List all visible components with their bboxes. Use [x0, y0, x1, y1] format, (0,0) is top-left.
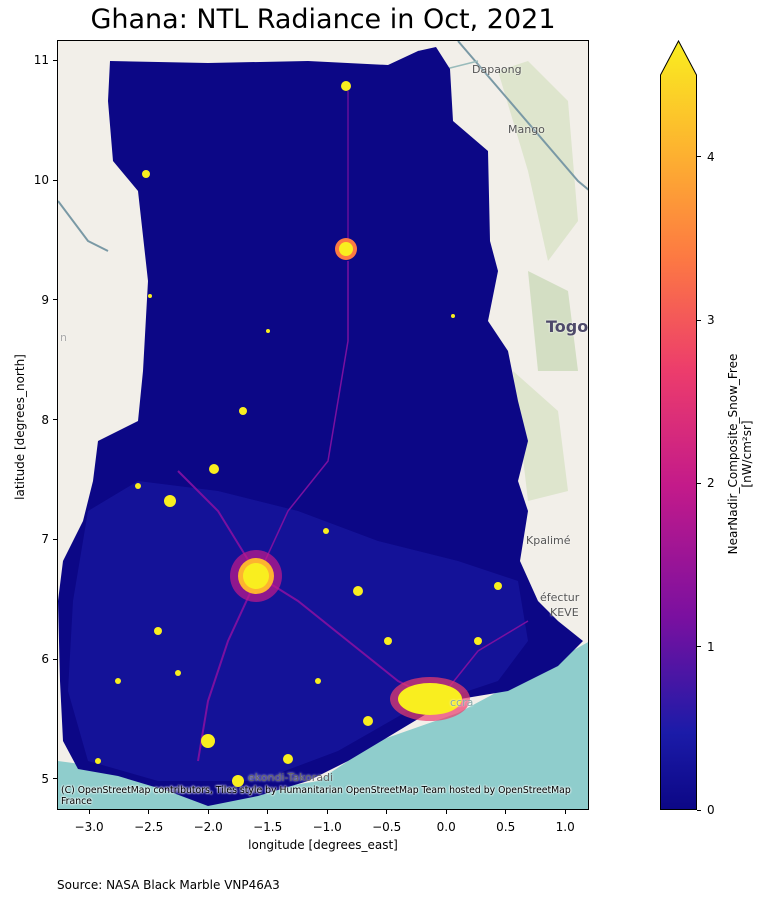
border-line [58, 200, 109, 252]
x-tick-label: −1.0 [312, 820, 342, 834]
town-light [353, 586, 363, 596]
town-light [148, 294, 152, 298]
town-light [95, 758, 101, 764]
place-label-mango: Mango [508, 123, 545, 136]
town-light [323, 528, 329, 534]
town-light [154, 627, 162, 635]
colorbar-tick-label: 2 [707, 476, 715, 491]
x-tick-label: −0.5 [372, 820, 402, 834]
y-tick-label: 6 [41, 652, 49, 667]
y-axis-label: latitude [degrees_north] [13, 354, 27, 500]
x-axis-label: longitude [degrees_east] [248, 838, 398, 852]
x-tick-label: −2.5 [134, 820, 164, 834]
town-light [494, 582, 502, 590]
x-tick-mark [326, 810, 328, 814]
town-light [232, 775, 244, 787]
colorbar-tick-label: 1 [707, 639, 715, 654]
chart-title: Ghana: NTL Radiance in Oct, 2021 [90, 4, 556, 35]
colorbar-label-line1: NearNadir_Composite_Snow_Free [726, 353, 740, 555]
town-light [474, 637, 482, 645]
place-label-togo: Togo [546, 317, 589, 336]
y-tick-mark [53, 538, 57, 540]
y-tick-label: 9 [41, 292, 49, 307]
place-label-accra: ccra [450, 696, 474, 709]
y-tick-label: 10 [33, 173, 49, 188]
y-tick-label: 11 [33, 53, 49, 68]
colorbar [660, 39, 697, 810]
colorbar-tick-mark [697, 482, 701, 484]
y-tick-label: 8 [41, 412, 49, 427]
x-tick-mark [88, 810, 90, 814]
town-light [341, 81, 351, 91]
colorbar-tick-label: 4 [707, 149, 715, 164]
y-tick-label: 5 [41, 771, 49, 786]
y-tick-mark [53, 59, 57, 61]
x-tick-mark [267, 810, 269, 814]
y-tick-mark [53, 179, 57, 181]
y-tick-label: 7 [41, 532, 49, 547]
x-tick-mark [386, 810, 388, 814]
city-core-kumasi [243, 563, 269, 589]
x-tick-label: −2.0 [193, 820, 223, 834]
x-tick-label: 1.0 [555, 820, 575, 834]
town-light [115, 678, 121, 684]
map-panel[interactable]: Dapaong Mango Togo Kpalimé éfectur KEVE … [57, 40, 589, 810]
town-light [164, 495, 176, 507]
place-label-prefecture: éfectur [540, 591, 580, 604]
colorbar-label-line2: [nW/cm²sr] [740, 420, 754, 488]
colorbar-tick-mark [697, 646, 701, 648]
town-light [175, 670, 181, 676]
colorbar-tick-label: 0 [707, 803, 715, 817]
city-core-tamale [339, 242, 353, 256]
city-core-accra [398, 683, 462, 715]
x-tick-mark [207, 810, 209, 814]
map-attribution: (C) OpenStreetMap contributors, Tiles st… [61, 785, 571, 807]
x-tick-mark [445, 810, 447, 814]
colorbar-tick-label: 3 [707, 313, 715, 327]
y-tick-mark [53, 299, 57, 301]
x-tick-mark [505, 810, 507, 814]
x-tick-label: 0.0 [436, 820, 456, 834]
sea-area [58, 642, 588, 809]
x-tick-label: −3.0 [74, 820, 104, 834]
town-light [384, 637, 392, 645]
map-svg [58, 41, 588, 809]
town-light [209, 464, 219, 474]
y-tick-mark [53, 778, 57, 780]
x-tick-mark [148, 810, 150, 814]
place-label-west: n [60, 331, 67, 344]
vegetation-patch [528, 271, 578, 371]
colorbar-label: NearNadir_Composite_Snow_Free [nW/cm²sr] [726, 334, 754, 574]
x-tick-label: 0.5 [496, 820, 516, 834]
border-line [457, 41, 588, 191]
y-tick-mark [53, 658, 57, 660]
town-light [142, 170, 150, 178]
place-label-sekondi: ekondi-Takoradi [248, 771, 334, 784]
source-note: Source: NASA Black Marble VNP46A3 [57, 878, 280, 892]
colorbar-tick-mark [697, 156, 701, 158]
x-tick-label: −1.5 [253, 820, 283, 834]
town-light [201, 734, 215, 748]
place-label-keve: KEVE [550, 606, 579, 619]
town-light [135, 483, 141, 489]
colorbar-tick-mark [697, 809, 701, 811]
town-light [239, 407, 247, 415]
x-tick-mark [564, 810, 566, 814]
town-light [315, 678, 321, 684]
town-light [283, 754, 293, 764]
colorbar-tick-mark [697, 319, 701, 321]
place-label-kpalime: Kpalimé [526, 534, 571, 547]
place-label-dapaong: Dapaong [472, 63, 522, 76]
town-light [363, 716, 373, 726]
town-light [266, 329, 270, 333]
vegetation-patch [513, 371, 568, 501]
y-tick-mark [53, 419, 57, 421]
lit-road [197, 575, 259, 762]
lit-road [257, 261, 349, 577]
colorbar-gradient [660, 39, 697, 810]
town-light [451, 314, 455, 318]
